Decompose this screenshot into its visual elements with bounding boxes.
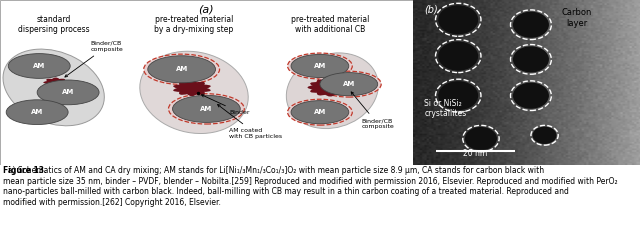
Text: AM: AM [62, 89, 74, 95]
Ellipse shape [317, 79, 344, 95]
Circle shape [148, 56, 216, 83]
Circle shape [532, 127, 557, 144]
Ellipse shape [310, 82, 350, 93]
Text: a) Schematics of AM and CA dry mixing; AM stands for Li[Ni₁/₃Mn₁/₃Co₁/₃]O₂ with : a) Schematics of AM and CA dry mixing; A… [3, 166, 618, 207]
Text: AM: AM [200, 106, 212, 112]
Circle shape [438, 5, 478, 34]
Ellipse shape [173, 85, 211, 92]
Circle shape [513, 46, 549, 73]
Text: pre-treated material
with additional CB: pre-treated material with additional CB [291, 15, 369, 34]
Ellipse shape [44, 80, 68, 84]
Circle shape [291, 101, 349, 124]
Text: AM: AM [342, 81, 355, 87]
Text: AM: AM [31, 109, 44, 115]
Text: (a): (a) [198, 5, 214, 15]
Circle shape [8, 54, 70, 78]
Circle shape [287, 99, 352, 125]
Ellipse shape [286, 53, 378, 128]
Circle shape [316, 71, 381, 97]
Text: AM: AM [314, 109, 326, 115]
Ellipse shape [179, 82, 205, 95]
Text: Binder: Binder [202, 95, 250, 115]
Ellipse shape [179, 82, 205, 95]
Ellipse shape [308, 84, 353, 91]
Circle shape [438, 42, 478, 71]
Text: AM: AM [175, 66, 188, 72]
Circle shape [513, 83, 549, 109]
Circle shape [6, 100, 68, 124]
Circle shape [37, 80, 99, 105]
Text: AM: AM [314, 63, 326, 69]
Ellipse shape [322, 78, 339, 96]
Ellipse shape [46, 79, 65, 86]
Ellipse shape [310, 82, 350, 93]
Circle shape [168, 94, 244, 124]
Ellipse shape [185, 80, 199, 96]
Circle shape [465, 127, 497, 150]
Text: Binder/CB
composite: Binder/CB composite [351, 92, 394, 129]
Text: standard
dispersing process: standard dispersing process [18, 15, 90, 34]
Circle shape [173, 95, 240, 122]
Text: (b): (b) [424, 5, 438, 15]
Ellipse shape [3, 49, 104, 126]
Text: AM: AM [33, 63, 45, 69]
Ellipse shape [173, 85, 211, 92]
Ellipse shape [46, 79, 65, 86]
Circle shape [144, 54, 220, 84]
Text: Si or NiSi₂
crystallites: Si or NiSi₂ crystallites [424, 99, 467, 118]
Text: Binder/CB
composite: Binder/CB composite [65, 41, 124, 77]
Ellipse shape [51, 77, 61, 88]
Text: AM coated
with CB particles: AM coated with CB particles [218, 105, 282, 139]
Text: 20 nm: 20 nm [463, 149, 488, 158]
Ellipse shape [140, 51, 248, 134]
Text: Figure 13.: Figure 13. [3, 166, 47, 175]
Ellipse shape [317, 79, 344, 95]
Circle shape [291, 55, 349, 77]
Circle shape [287, 53, 352, 79]
Text: Carbon
layer: Carbon layer [561, 8, 591, 28]
Circle shape [438, 81, 478, 110]
Circle shape [513, 12, 549, 38]
Text: pre-treated material
by a dry-mixing step: pre-treated material by a dry-mixing ste… [154, 15, 234, 34]
Circle shape [320, 73, 378, 96]
